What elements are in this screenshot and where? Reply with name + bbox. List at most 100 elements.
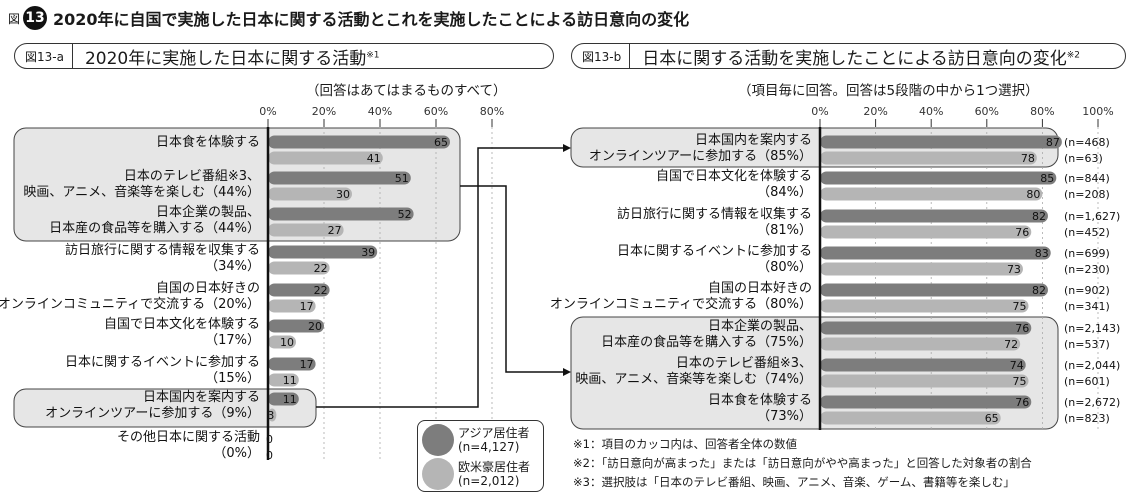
left-panel-title-text: 2020年に実施した日本に関する活動: [84, 48, 367, 69]
bar-west: [820, 262, 1023, 276]
legend-label-asia: アジア居住者 (n=4,127): [458, 426, 530, 454]
right-panel-title-text: 日本に関する活動を実施したことによる訪日意向の変化: [642, 48, 1067, 69]
legend: アジア居住者 (n=4,127) 欧米豪居住者 (n=2,012): [417, 420, 544, 492]
data-label-west: 73: [1007, 263, 1021, 276]
bar-west: [820, 299, 1029, 313]
sample-size-west: (n=452): [1064, 226, 1110, 239]
category-label-line2: （80%）: [757, 260, 812, 275]
right-tick-label: 100%: [1082, 105, 1113, 118]
bar-asia: [820, 358, 1026, 372]
data-label-west: 75: [1013, 375, 1027, 388]
bar-asia: [268, 319, 324, 333]
category-label-line2: （17%）: [205, 333, 260, 348]
bar-west: [268, 299, 316, 313]
data-label-asia: 20: [308, 320, 322, 333]
category-label-line1: 訪日旅行に関する情報を収集する: [65, 242, 260, 258]
legend-west-line1: 欧米豪居住者: [458, 460, 531, 474]
category-label-line1: 日本のテレビ番組※3、: [124, 169, 260, 184]
bar-asia: [820, 246, 1051, 260]
bar-west: [268, 261, 330, 275]
figure-title: 2020年に自国で実施した日本に関する活動とこれを実施したことによる訪日意向の変…: [53, 10, 690, 29]
figure-header: 図 13 2020年に自国で実施した日本に関する活動とこれを実施したことによる訪…: [8, 5, 689, 31]
legend-item-asia: アジア居住者 (n=4,127): [422, 424, 530, 456]
data-label-asia: 87: [1046, 136, 1060, 149]
sample-size-asia: (n=902): [1064, 284, 1110, 297]
data-label-west: 72: [1004, 338, 1018, 351]
sample-size-west: (n=601): [1064, 375, 1110, 388]
category-label: 日本食を体験する: [156, 134, 260, 150]
category-label-line1: その他日本に関する活動: [117, 430, 260, 445]
footnote-2: ※2：「訪日意向が高まった」または「訪日意向がやや高まった」と回答した対象者の割…: [573, 456, 1032, 470]
category-label-line2: （81%）: [757, 223, 812, 238]
bar-asia: [820, 135, 1062, 149]
category-label-line2: 日本産の食品等を購入する（75%）: [601, 334, 812, 350]
data-label-asia: 82: [1032, 210, 1046, 223]
sample-size-west: (n=63): [1064, 152, 1103, 165]
data-label-asia: 0: [266, 433, 273, 446]
right-panel-note: （項目毎に回答。回答は5段階の中から1つ選択）: [738, 83, 1039, 99]
data-label-asia: 76: [1015, 396, 1029, 409]
category-label-line1: 自国で日本文化を体験する: [104, 317, 260, 332]
data-label-asia: 39: [361, 246, 375, 259]
data-label-asia: 22: [314, 284, 328, 297]
category-label-line2: （34%）: [205, 259, 260, 274]
bar-asia: [268, 357, 316, 371]
data-label-west: 3: [267, 409, 274, 422]
bar-west: [268, 223, 344, 237]
figure-label: 図: [8, 11, 21, 26]
data-label-asia: 65: [434, 136, 448, 149]
sample-size-asia: (n=468): [1064, 136, 1110, 149]
bar-west: [820, 374, 1029, 388]
category-label-line1: 日本企業の製品、: [708, 318, 812, 334]
left-tick-label: 0%: [259, 105, 276, 118]
category-label-line1: 日本に関するイベントに参加する: [65, 354, 260, 370]
category-label-line1: 日本国内を案内する: [143, 389, 260, 405]
data-label-west: 0: [266, 449, 273, 462]
sample-size-asia: (n=1,627): [1064, 210, 1120, 223]
left-tick-label: 20%: [312, 105, 336, 118]
category-label-line2: オンラインコミュニティで交流する（80%）: [550, 296, 812, 312]
category-label-line1: 日本に関するイベントに参加する: [617, 243, 812, 259]
category-label-line2: （0%）: [213, 446, 260, 461]
left-panel-title-sup: ※1: [366, 49, 380, 60]
connector-tv-arrowhead: [563, 368, 571, 376]
category-label-line2: 映画、アニメ、音楽等を楽しむ（44%）: [23, 184, 260, 200]
category-label-line1: 日本食を体験する: [708, 392, 812, 408]
category-label-line1: 自国で日本文化を体験する: [656, 169, 812, 184]
data-label-asia: 74: [1010, 359, 1024, 372]
connector-tv: [460, 185, 563, 373]
data-label-west: 27: [328, 224, 342, 237]
category-label-line1: 日本国内を案内する: [695, 132, 812, 148]
right-panel-tag: 図13-b: [572, 44, 631, 68]
connector-tour-arrowhead: [563, 144, 571, 152]
right-tick-label: 60%: [975, 105, 999, 118]
footnote-1: ※1：項目のカッコ内は、回答者全体の数値: [573, 437, 797, 451]
bar-asia: [268, 135, 450, 149]
bar-west: [820, 225, 1032, 239]
category-label-line1: 日本のテレビ番組※3、: [676, 356, 812, 371]
bar-west: [820, 151, 1037, 165]
category-label-line1: 自国の日本好きの: [708, 281, 812, 296]
bar-west: [820, 337, 1021, 351]
data-label-west: 30: [336, 188, 350, 201]
legend-item-west: 欧米豪居住者 (n=2,012): [422, 458, 530, 490]
category-label-line2: （15%）: [205, 371, 260, 386]
bar-asia: [268, 283, 330, 297]
bar-west: [268, 408, 277, 422]
sample-size-west: (n=823): [1064, 412, 1110, 425]
data-label-asia: 85: [1040, 172, 1054, 185]
category-label-line2: （73%）: [757, 409, 812, 424]
left-panel-tag: 図13-a: [15, 44, 73, 68]
sample-size-west: (n=537): [1064, 338, 1110, 351]
right-tick-label: 20%: [863, 105, 887, 118]
bar-asia: [820, 395, 1032, 409]
data-label-asia: 11: [283, 393, 297, 406]
legend-swatch-asia: [422, 424, 454, 456]
category-label-line2: オンラインツアーに参加する（9%）: [45, 405, 260, 421]
category-label-line2: 日本産の食品等を購入する（44%）: [49, 220, 260, 236]
right-panel-title-pill: 図13-b 日本に関する活動を実施したことによる訪日意向の変化※2: [571, 43, 1126, 69]
left-tick-label: 80%: [480, 105, 504, 118]
right-tick-label: 80%: [1030, 105, 1054, 118]
data-label-west: 65: [985, 412, 999, 425]
left-panel-title: 2020年に実施した日本に関する活動※1: [73, 44, 380, 69]
